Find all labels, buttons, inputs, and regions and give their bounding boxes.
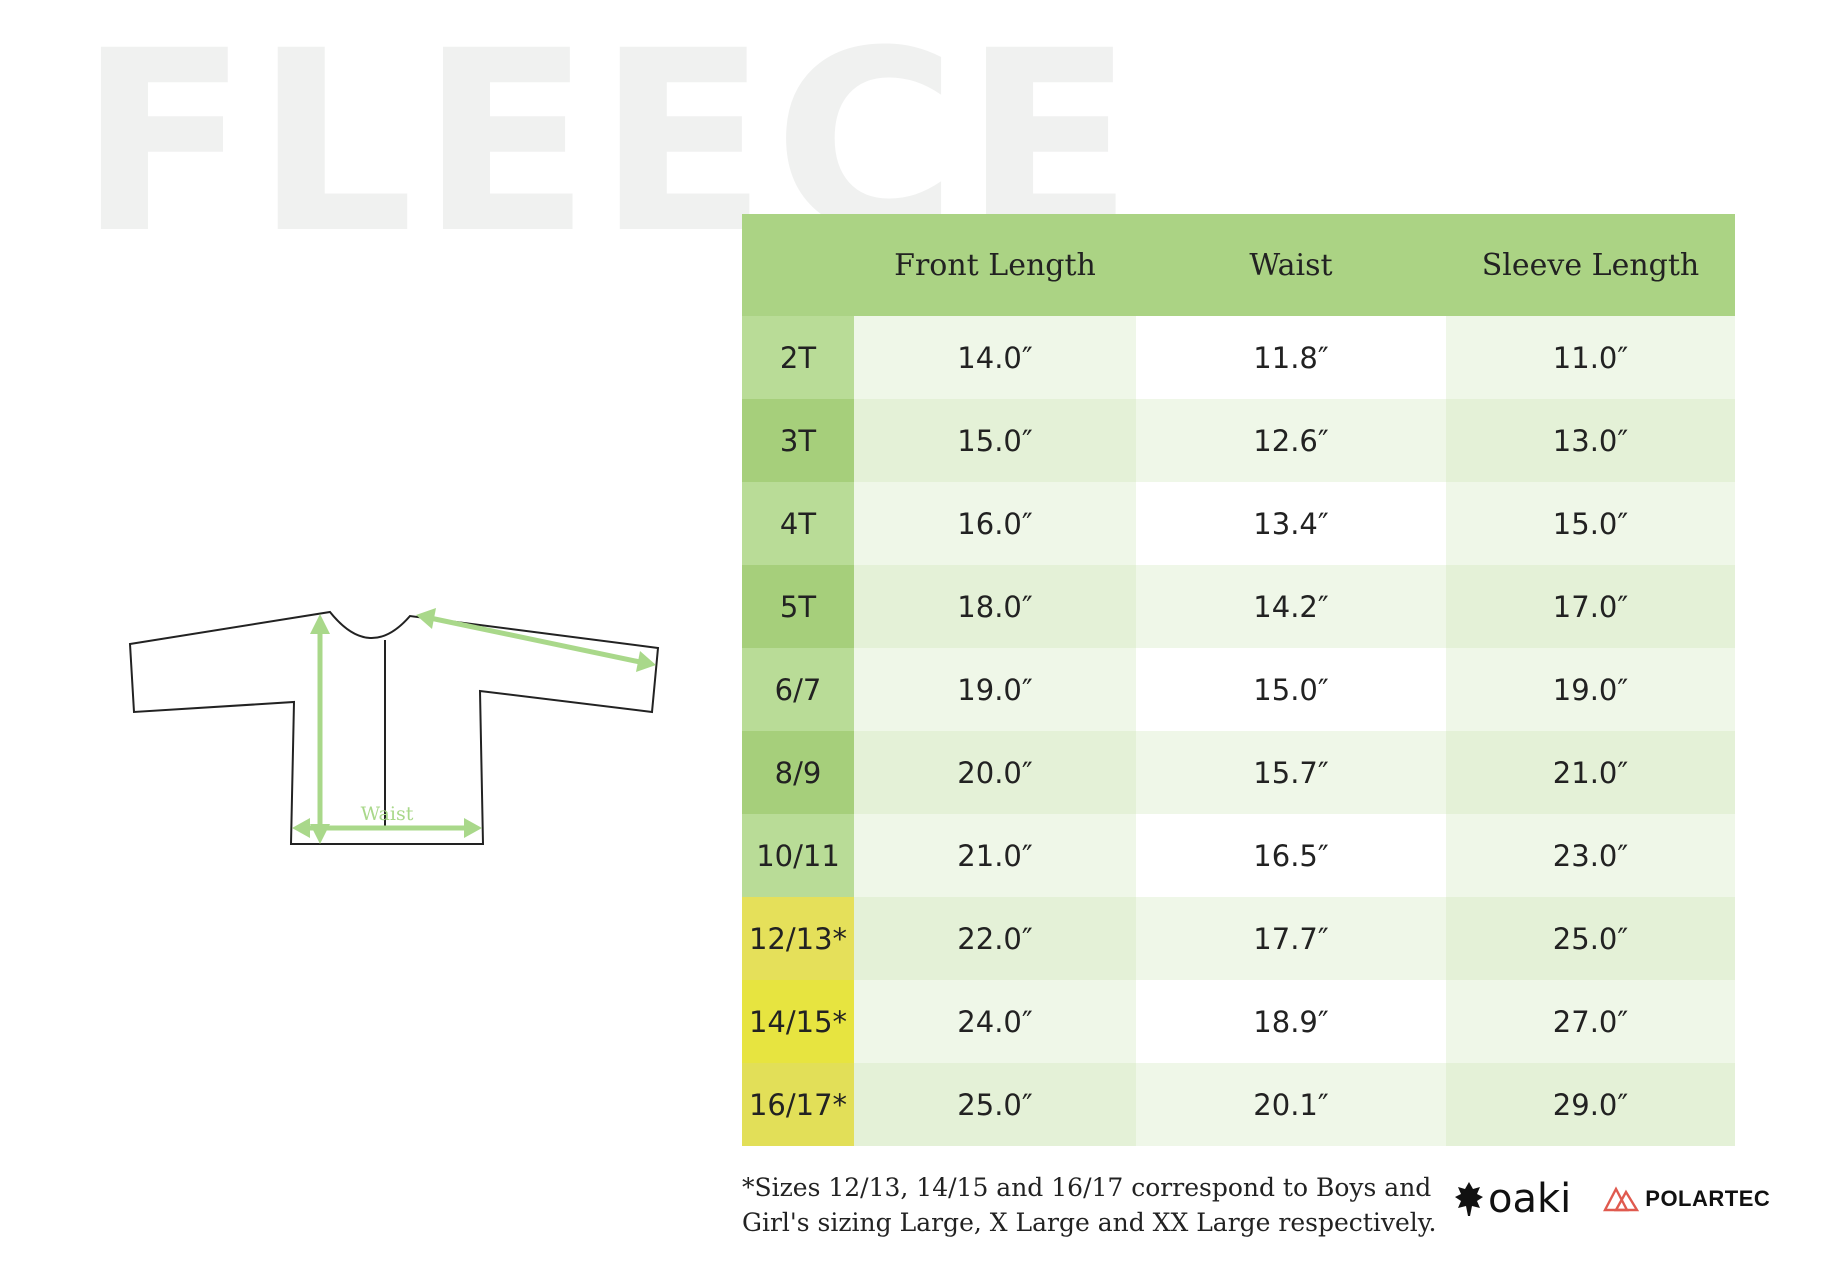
waist-arrow <box>292 818 482 838</box>
sleeve-length-cell: 17.0″ <box>1446 565 1735 648</box>
waist-cell: 15.7″ <box>1136 731 1446 814</box>
table-body: 2T 14.0″ 11.8″ 11.0″ 3T 15.0″ 12.6″ 13.0″ 4T 16.0… <box>742 316 1735 1146</box>
sleeve-length-cell: 13.0″ <box>1446 399 1735 482</box>
front-length-cell: 18.0″ <box>854 565 1136 648</box>
size-cell: 8/9 <box>742 731 854 814</box>
size-cell: 3T <box>742 399 854 482</box>
footnote-line-2: Girl's sizing Large, X Large and XX Larg… <box>742 1208 1437 1237</box>
waist-label: Waist <box>361 803 414 825</box>
table-row: 5T 18.0″ 14.2″ 17.0″ <box>742 565 1735 648</box>
header-front-length: Front Length <box>854 214 1136 316</box>
table-header-row: Front Length Waist Sleeve Length <box>742 214 1735 316</box>
size-cell: 5T <box>742 565 854 648</box>
sleeve-length-cell: 15.0″ <box>1446 482 1735 565</box>
footnote-line-1: *Sizes 12/13, 14/15 and 16/17 correspond… <box>742 1173 1432 1202</box>
table-row: 6/7 19.0″ 15.0″ 19.0″ <box>742 648 1735 731</box>
front-length-cell: 20.0″ <box>854 731 1136 814</box>
table-row: 8/9 20.0″ 15.7″ 21.0″ <box>742 731 1735 814</box>
logos: oaki POLARTEC <box>1454 1176 1770 1222</box>
waist-cell: 20.1″ <box>1136 1063 1446 1146</box>
front-length-cell: 21.0″ <box>854 814 1136 897</box>
front-length-cell: 19.0″ <box>854 648 1136 731</box>
front-length-cell: 24.0″ <box>854 980 1136 1063</box>
table-row: 14/15* 24.0″ 18.9″ 27.0″ <box>742 980 1735 1063</box>
sleeve-length-cell: 11.0″ <box>1446 316 1735 399</box>
front-length-cell: 14.0″ <box>854 316 1136 399</box>
size-chart-table: Front Length Waist Sleeve Length 2T 14.0″… <box>742 214 1735 1146</box>
size-cell: 12/13* <box>742 897 854 980</box>
sleeve-length-arrow <box>416 608 656 672</box>
size-cell: 16/17* <box>742 1063 854 1146</box>
waist-cell: 12.6″ <box>1136 399 1446 482</box>
sleeve-length-cell: 23.0″ <box>1446 814 1735 897</box>
jacket-outline <box>128 610 660 845</box>
front-length-arrow <box>310 614 330 844</box>
header-size <box>742 214 854 316</box>
waist-cell: 17.7″ <box>1136 897 1446 980</box>
front-length-cell: 16.0″ <box>854 482 1136 565</box>
waist-cell: 18.9″ <box>1136 980 1446 1063</box>
front-length-cell: 22.0″ <box>854 897 1136 980</box>
table-row: 3T 15.0″ 12.6″ 13.0″ <box>742 399 1735 482</box>
table-row: 12/13* 22.0″ 17.7″ 25.0″ <box>742 897 1735 980</box>
waist-cell: 16.5″ <box>1136 814 1446 897</box>
front-length-cell: 15.0″ <box>854 399 1136 482</box>
oaki-logo: oaki <box>1488 1176 1572 1222</box>
sleeve-length-cell: 21.0″ <box>1446 731 1735 814</box>
triangle-icon <box>1603 1186 1640 1212</box>
front-length-cell: 25.0″ <box>854 1063 1136 1146</box>
size-cell: 10/11 <box>742 814 854 897</box>
table-row: 2T 14.0″ 11.8″ 11.0″ <box>742 316 1735 399</box>
table-row: 10/11 21.0″ 16.5″ 23.0″ <box>742 814 1735 897</box>
polartec-text: POLARTEC <box>1645 1186 1771 1211</box>
table-row: 4T 16.0″ 13.4″ 15.0″ <box>742 482 1735 565</box>
waist-cell: 14.2″ <box>1136 565 1446 648</box>
waist-cell: 11.8″ <box>1136 316 1446 399</box>
size-cell: 2T <box>742 316 854 399</box>
table-row: 16/17* 25.0″ 20.1″ 29.0″ <box>742 1063 1735 1146</box>
waist-cell: 13.4″ <box>1136 482 1446 565</box>
header-waist: Waist <box>1136 214 1446 316</box>
sleeve-length-cell: 27.0″ <box>1446 980 1735 1063</box>
size-cell: 14/15* <box>742 980 854 1063</box>
polartec-logo: POLARTEC <box>1603 1186 1770 1212</box>
size-cell: 6/7 <box>742 648 854 731</box>
waist-cell: 15.0″ <box>1136 648 1446 731</box>
jacket-diagram: Waist <box>128 608 660 845</box>
header-sleeve-length: Sleeve Length <box>1446 214 1735 316</box>
leaf-icon <box>1455 1182 1483 1216</box>
sleeve-length-cell: 25.0″ <box>1446 897 1735 980</box>
size-cell: 4T <box>742 482 854 565</box>
footnote: *Sizes 12/13, 14/15 and 16/17 correspond… <box>742 1170 1436 1240</box>
sleeve-length-cell: 19.0″ <box>1446 648 1735 731</box>
sleeve-length-cell: 29.0″ <box>1446 1063 1735 1146</box>
